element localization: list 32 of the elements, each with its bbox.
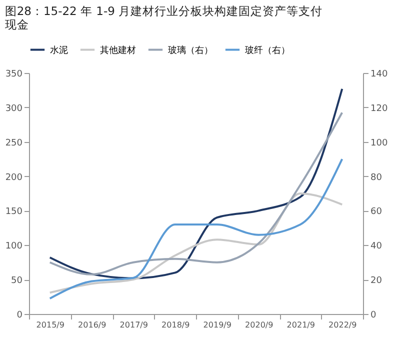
legend-label: 玻纤（右） bbox=[245, 44, 290, 56]
y2-tick-label: 60 bbox=[370, 207, 382, 218]
text: 图28：15-22 年 1-9 月建材行业分板块构建固定资产等支付 bbox=[4, 4, 323, 18]
y2-tick-label: 40 bbox=[370, 242, 382, 252]
x-tick-label: 2018/9 bbox=[162, 320, 190, 330]
y-tick-label: 350 bbox=[5, 70, 23, 80]
x-tick-label: 2017/9 bbox=[120, 320, 148, 330]
y-tick-label: 200 bbox=[5, 172, 23, 183]
y2-tick-label: 100 bbox=[370, 138, 388, 148]
legend-label: 水泥 bbox=[50, 44, 68, 56]
y2-tick-label: 140 bbox=[370, 70, 388, 80]
x-tick-label: 2016/9 bbox=[78, 320, 106, 330]
y2-tick-label: 20 bbox=[370, 276, 382, 286]
y-tick-label: 300 bbox=[5, 104, 23, 114]
y-tick-label: 0 bbox=[16, 310, 23, 320]
x-tick-label: 2021/9 bbox=[286, 320, 315, 330]
x-tick-label: 2022/9 bbox=[328, 320, 357, 330]
y2-tick-label: 80 bbox=[370, 172, 382, 183]
legend-label: 其他建材 bbox=[100, 44, 136, 56]
line-series bbox=[48, 192, 344, 294]
y-tick-label: 150 bbox=[5, 207, 23, 218]
y-tick-label: 50 bbox=[11, 276, 23, 286]
x-tick-label: 2019/9 bbox=[203, 320, 232, 330]
x-tick-label: 2015/9 bbox=[36, 320, 64, 330]
legend-label: 玻璃（右） bbox=[168, 44, 213, 56]
y2-tick-label: 120 bbox=[370, 104, 388, 114]
y-tick-label: 250 bbox=[5, 138, 23, 148]
x-tick-label: 2020/9 bbox=[245, 320, 274, 330]
y2-tick-label: 0 bbox=[370, 310, 376, 320]
line-series bbox=[48, 158, 344, 300]
text: 现金 bbox=[4, 18, 29, 32]
y-tick-label: 100 bbox=[5, 242, 23, 252]
